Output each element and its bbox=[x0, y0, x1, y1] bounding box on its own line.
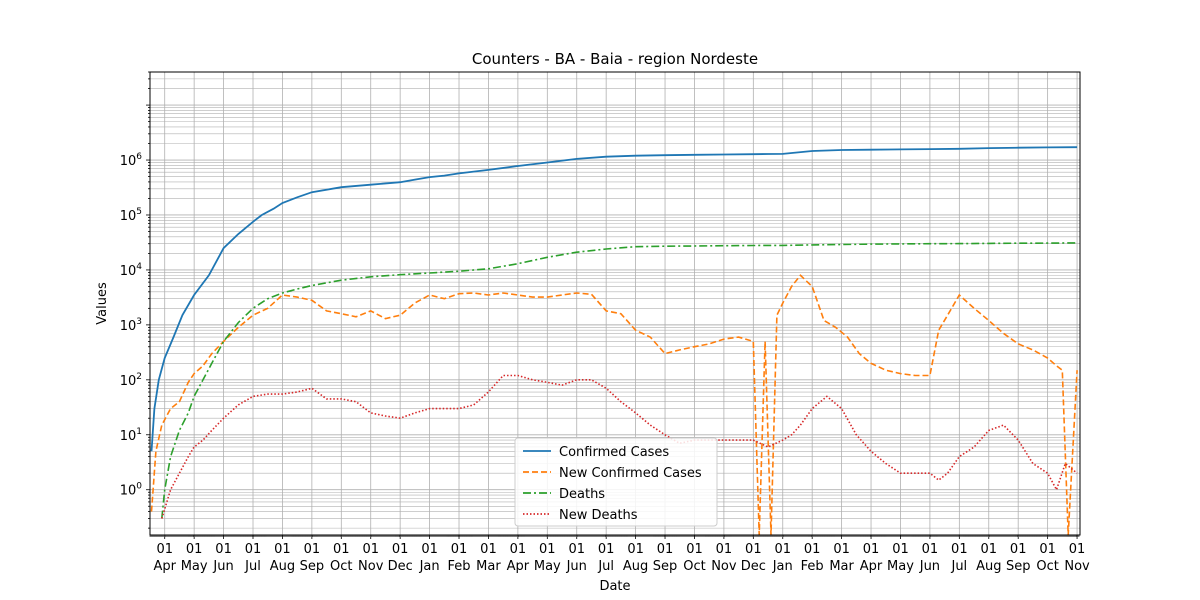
x-tick-month-label: Jan bbox=[772, 559, 793, 574]
y-tick-label: 100 bbox=[120, 482, 143, 499]
x-tick-month-label: Jul bbox=[950, 559, 967, 574]
x-tick-day-label: 01 bbox=[451, 542, 468, 557]
x-tick-day-label: 01 bbox=[1039, 542, 1056, 557]
x-tick-month-label: Dec bbox=[388, 559, 413, 574]
y-tick-label: 101 bbox=[120, 427, 142, 444]
x-tick-day-label: 01 bbox=[716, 542, 733, 557]
x-tick-day-label: 01 bbox=[863, 542, 880, 557]
series-line-new-deaths bbox=[161, 374, 1078, 519]
x-tick-day-label: 01 bbox=[510, 542, 527, 557]
x-tick-month-label: Sep bbox=[1006, 559, 1031, 574]
x-axis-ticks: 01 Apr 01 May 01 Jun 01 Jul 01 Aug 01 Sep 01 Oct 01 Nov… bbox=[149, 535, 1090, 574]
series-line-deaths bbox=[161, 242, 1078, 519]
y-tick-label: 102 bbox=[120, 372, 142, 389]
x-tick-month-label: Aug bbox=[270, 559, 295, 574]
x-tick-day-label: 01 bbox=[1010, 542, 1027, 557]
x-tick-month-label: Aug bbox=[623, 559, 648, 574]
legend-label: New Confirmed Cases bbox=[559, 466, 702, 481]
x-tick-month-label: Jul bbox=[244, 559, 261, 574]
x-tick-month-label: Nov bbox=[1064, 559, 1090, 574]
x-tick-day-label: 01 bbox=[539, 542, 556, 557]
x-tick-month-label: Aug bbox=[976, 559, 1001, 574]
x-tick-day-label: 01 bbox=[421, 542, 438, 557]
legend-box bbox=[514, 437, 718, 527]
x-tick-day-label: 01 bbox=[980, 542, 997, 557]
x-tick-day-label: 01 bbox=[392, 542, 409, 557]
x-tick-day-label: 01 bbox=[1069, 542, 1086, 557]
x-tick-day-label: 01 bbox=[951, 542, 968, 557]
x-tick-month-label: Jul bbox=[597, 559, 614, 574]
x-tick-day-label: 01 bbox=[686, 542, 703, 557]
x-tick-day-label: 01 bbox=[598, 542, 615, 557]
x-tick-month-label: Jun bbox=[919, 559, 940, 574]
x-tick-month-label: Sep bbox=[653, 559, 678, 574]
x-tick-month-label: Mar bbox=[829, 559, 854, 574]
x-tick-day-label: 01 bbox=[215, 542, 232, 557]
x-tick-day-label: 01 bbox=[362, 542, 379, 557]
x-tick-day-label: 01 bbox=[892, 542, 909, 557]
x-tick-month-label: Oct bbox=[1036, 559, 1058, 574]
x-tick-month-label: Oct bbox=[330, 559, 352, 574]
x-tick-month-label: Apr bbox=[153, 559, 176, 574]
y-tick-label: 104 bbox=[120, 262, 143, 279]
legend-label: Deaths bbox=[559, 487, 605, 502]
x-tick-month-label: Oct bbox=[683, 559, 705, 574]
legend-label: Confirmed Cases bbox=[559, 445, 669, 460]
x-tick-month-label: Nov bbox=[711, 559, 737, 574]
x-tick-month-label: Apr bbox=[507, 559, 530, 574]
x-tick-day-label: 01 bbox=[922, 542, 939, 557]
chart-title: Counters - BA - Baia - region Nordeste bbox=[472, 50, 758, 68]
legend: Confirmed Cases New Confirmed Cases Deaths… bbox=[514, 437, 718, 527]
series-line-confirmed-cases bbox=[150, 146, 1078, 452]
x-tick-month-label: Sep bbox=[300, 559, 325, 574]
x-tick-day-label: 01 bbox=[245, 542, 262, 557]
y-tick-label: 103 bbox=[120, 317, 142, 334]
x-tick-month-label: Jan bbox=[419, 559, 440, 574]
x-tick-month-label: Apr bbox=[860, 559, 883, 574]
x-tick-month-label: May bbox=[181, 559, 208, 574]
x-tick-month-label: Nov bbox=[358, 559, 384, 574]
x-axis-label: Date bbox=[599, 579, 630, 594]
x-tick-day-label: 01 bbox=[274, 542, 291, 557]
x-tick-month-label: May bbox=[887, 559, 914, 574]
x-tick-month-label: Dec bbox=[741, 559, 766, 574]
x-tick-month-label: Feb bbox=[801, 559, 824, 574]
x-tick-month-label: May bbox=[534, 559, 561, 574]
x-tick-month-label: Feb bbox=[448, 559, 471, 574]
x-tick-day-label: 01 bbox=[627, 542, 644, 557]
x-tick-day-label: 01 bbox=[186, 542, 203, 557]
x-tick-month-label: Mar bbox=[476, 559, 501, 574]
y-tick-label: 105 bbox=[120, 207, 142, 224]
x-tick-day-label: 01 bbox=[333, 542, 350, 557]
series-line-new-confirmed-cases bbox=[150, 274, 1078, 535]
x-tick-day-label: 01 bbox=[156, 542, 173, 557]
y-tick-label: 106 bbox=[120, 152, 143, 169]
x-tick-month-label: Jun bbox=[212, 559, 233, 574]
x-tick-day-label: 01 bbox=[774, 542, 791, 557]
x-tick-day-label: 01 bbox=[804, 542, 821, 557]
x-tick-day-label: 01 bbox=[568, 542, 585, 557]
x-tick-month-label: Jun bbox=[566, 559, 587, 574]
legend-label: New Deaths bbox=[559, 508, 638, 523]
y-axis-ticks: 100 101 102 103 104 105 106 bbox=[120, 71, 150, 529]
x-tick-day-label: 01 bbox=[833, 542, 850, 557]
x-tick-day-label: 01 bbox=[304, 542, 321, 557]
grid-lines bbox=[150, 71, 1080, 535]
x-tick-day-label: 01 bbox=[657, 542, 674, 557]
x-tick-day-label: 01 bbox=[745, 542, 762, 557]
series-lines bbox=[150, 146, 1078, 535]
y-axis-label: Values bbox=[95, 282, 110, 325]
x-tick-day-label: 01 bbox=[480, 542, 497, 557]
